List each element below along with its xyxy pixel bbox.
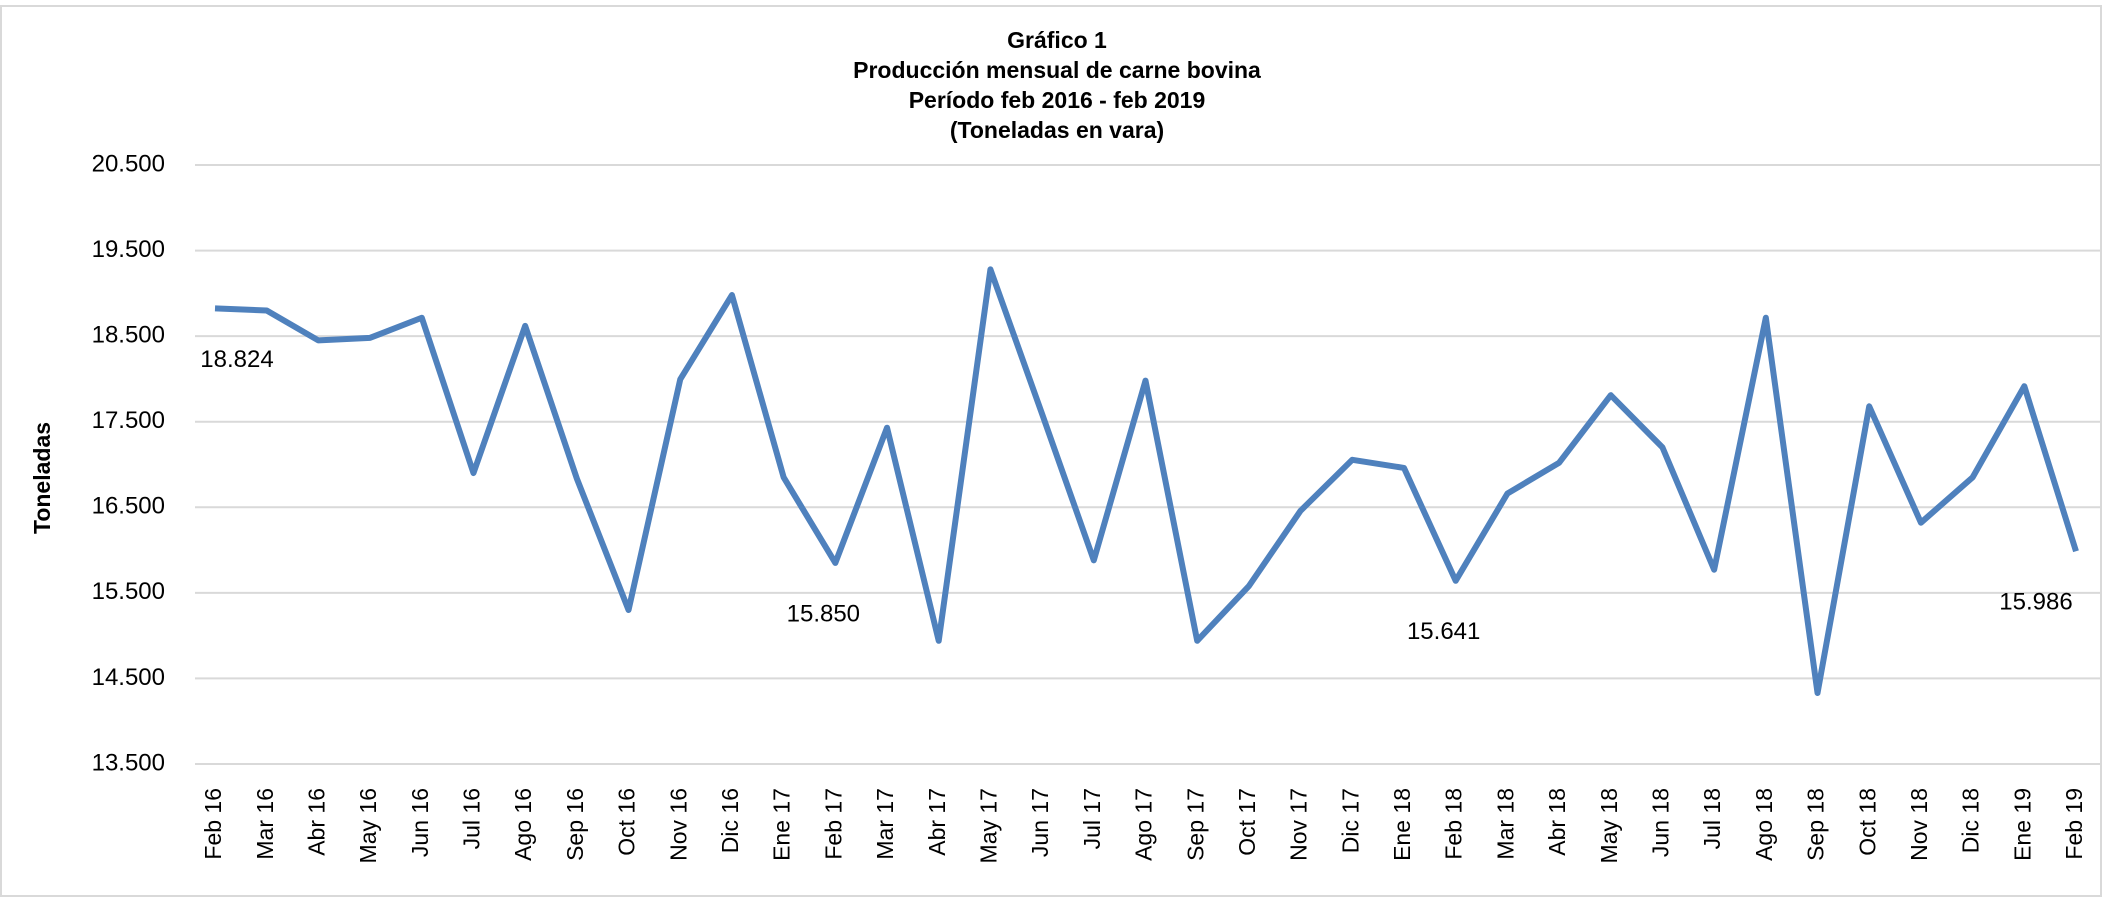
x-tick-label: Oct 16 [614,788,640,856]
chart-border [0,5,2102,897]
x-tick-label: Ago 18 [1751,788,1777,861]
y-tick-label: 16.500 [92,493,165,520]
x-tick-label: Feb 18 [1441,788,1467,860]
x-tick-label: Ene 19 [2009,788,2035,861]
x-tick-label: Ago 16 [510,788,536,861]
x-tick-label: Mar 16 [252,788,278,860]
x-tick-label: Nov 18 [1906,788,1932,861]
chart-title: (Toneladas en vara) [950,117,1164,143]
y-tick-label: 17.500 [92,407,165,434]
value-label: 15.641 [1407,618,1480,645]
y-tick-label: 13.500 [92,749,165,776]
data-line [214,266,2079,696]
x-tick-label: May 17 [975,788,1001,863]
x-tick-label: Dic 16 [717,788,743,853]
x-tick-label: Nov 17 [1286,788,1312,861]
value-label: 15.986 [1999,589,2072,616]
x-tick-label: Sep 16 [562,788,588,861]
y-tick-label: 20.500 [92,150,165,177]
x-tick-label: Jul 16 [459,788,485,849]
x-tick-label: Abr 17 [924,788,950,856]
chart-title: Producción mensual de carne bovina [853,57,1261,83]
x-tick-label: Ene 18 [1389,788,1415,861]
x-tick-label: Mar 17 [872,788,898,860]
y-tick-label: 14.500 [92,664,165,691]
x-tick-label: Abr 16 [303,788,329,856]
x-tick-label: Ago 17 [1131,788,1157,861]
x-tick-label: Oct 17 [1234,788,1260,856]
x-tick-label: Jun 17 [1027,788,1053,857]
x-tick-label: Jun 16 [407,788,433,857]
x-tick-label: Jul 18 [1699,788,1725,849]
chart-title: Período feb 2016 - feb 2019 [909,87,1206,113]
y-tick-label: 19.500 [92,236,165,263]
x-tick-label: Ene 17 [769,788,795,861]
x-tick-label: Dic 18 [1958,788,1984,853]
chart-title: Gráfico 1 [1007,27,1107,53]
x-tick-label: Sep 18 [1803,788,1829,861]
x-tick-label: Mar 18 [1492,788,1518,860]
x-tick-label: Jul 17 [1079,788,1105,849]
x-tick-label: Feb 17 [820,788,846,860]
x-tick-label: Sep 17 [1182,788,1208,861]
y-axis-title: Toneladas [29,422,55,534]
x-tick-label: Dic 17 [1337,788,1363,853]
x-tick-label: Jun 18 [1648,788,1674,857]
y-tick-label: 15.500 [92,578,165,605]
x-tick-label: Nov 16 [665,788,691,861]
x-tick-label: Oct 18 [1854,788,1880,856]
y-tick-label: 18.500 [92,321,165,348]
x-tick-label: May 18 [1596,788,1622,863]
x-tick-label: Feb 19 [2061,788,2087,860]
x-tick-label: Abr 18 [1544,788,1570,856]
x-tick-label: May 16 [355,788,381,863]
value-label: 15.850 [787,600,860,627]
x-tick-label: Feb 16 [200,788,226,860]
value-label: 18.824 [200,346,273,373]
